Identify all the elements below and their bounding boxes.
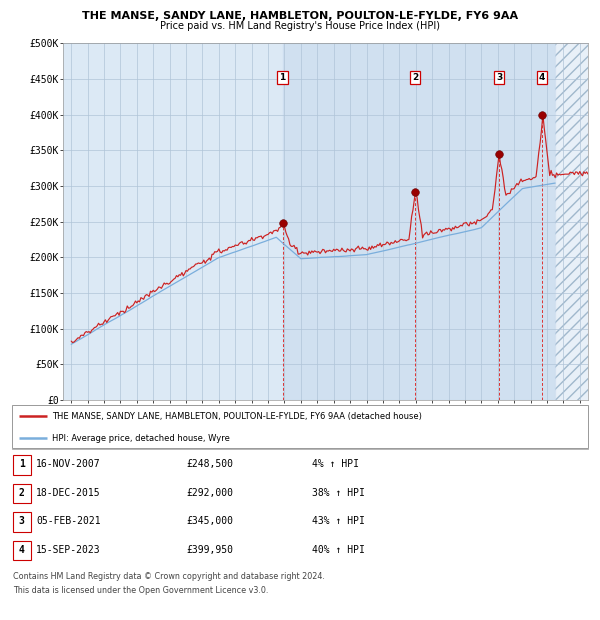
- Text: Contains HM Land Registry data © Crown copyright and database right 2024.: Contains HM Land Registry data © Crown c…: [13, 572, 325, 582]
- Text: £345,000: £345,000: [186, 516, 233, 526]
- Text: 18-DEC-2015: 18-DEC-2015: [36, 488, 101, 498]
- Text: £399,950: £399,950: [186, 545, 233, 555]
- Text: 1: 1: [280, 73, 286, 82]
- Text: 40% ↑ HPI: 40% ↑ HPI: [312, 545, 365, 555]
- Text: 2: 2: [19, 488, 25, 498]
- Text: Price paid vs. HM Land Registry's House Price Index (HPI): Price paid vs. HM Land Registry's House …: [160, 21, 440, 31]
- Bar: [283, 43, 555, 400]
- Text: THE MANSE, SANDY LANE, HAMBLETON, POULTON-LE-FYLDE, FY6 9AA: THE MANSE, SANDY LANE, HAMBLETON, POULTO…: [82, 11, 518, 20]
- Text: 38% ↑ HPI: 38% ↑ HPI: [312, 488, 365, 498]
- Bar: [555, 43, 588, 400]
- Text: 4: 4: [19, 545, 25, 555]
- Text: £292,000: £292,000: [186, 488, 233, 498]
- Text: This data is licensed under the Open Government Licence v3.0.: This data is licensed under the Open Gov…: [13, 586, 269, 595]
- Text: 05-FEB-2021: 05-FEB-2021: [36, 516, 101, 526]
- Text: HPI: Average price, detached house, Wyre: HPI: Average price, detached house, Wyre: [52, 434, 230, 443]
- Text: 43% ↑ HPI: 43% ↑ HPI: [312, 516, 365, 526]
- Text: 1: 1: [19, 459, 25, 469]
- Text: 2: 2: [412, 73, 418, 82]
- Bar: [555, 43, 588, 400]
- Text: 15-SEP-2023: 15-SEP-2023: [36, 545, 101, 555]
- Text: 3: 3: [19, 516, 25, 526]
- FancyBboxPatch shape: [12, 405, 588, 448]
- Text: 4% ↑ HPI: 4% ↑ HPI: [312, 459, 359, 469]
- Text: £248,500: £248,500: [186, 459, 233, 469]
- Text: 16-NOV-2007: 16-NOV-2007: [36, 459, 101, 469]
- Text: 4: 4: [539, 73, 545, 82]
- Text: THE MANSE, SANDY LANE, HAMBLETON, POULTON-LE-FYLDE, FY6 9AA (detached house): THE MANSE, SANDY LANE, HAMBLETON, POULTO…: [52, 412, 422, 420]
- Text: 3: 3: [496, 73, 502, 82]
